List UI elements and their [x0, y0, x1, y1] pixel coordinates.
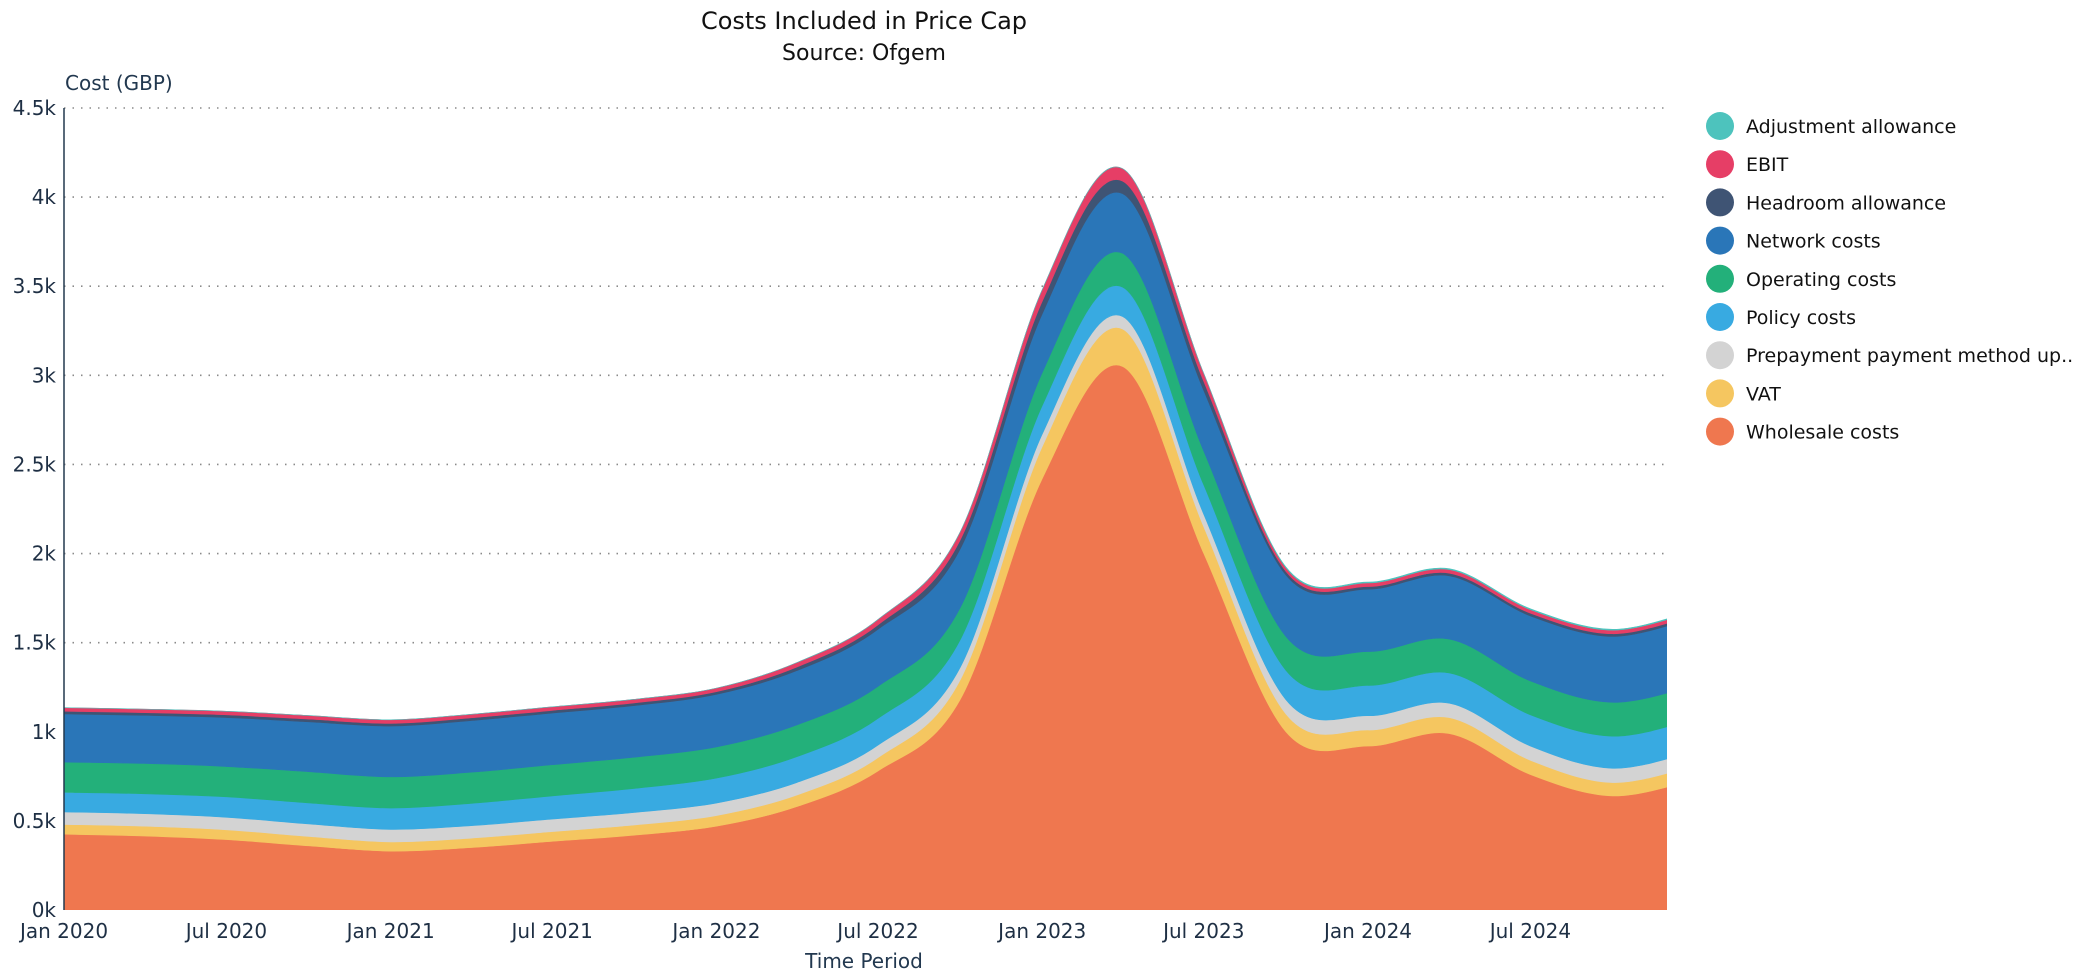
legend-item-ebit[interactable]: EBIT	[1706, 150, 1789, 179]
legend-item-prepayment-payment-method-up[interactable]: Prepayment payment method up...	[1706, 341, 2074, 370]
legend-label: VAT	[1746, 383, 1781, 405]
x-axis-ticks: Jan 2020 Jul 2020 Jan 2021 Jul 2021 Jan 2022…	[18, 919, 1571, 943]
legend-label: EBIT	[1746, 154, 1789, 176]
y-tick-label: 3.5k	[13, 274, 57, 298]
x-tick-label: Jan 2024	[1322, 919, 1412, 943]
legend-item-policy-costs[interactable]: Policy costs	[1706, 303, 1856, 331]
y-tick-label: 1k	[32, 720, 57, 744]
legend-label: Prepayment payment method up...	[1746, 345, 2074, 367]
y-tick-label: 1.5k	[13, 631, 57, 655]
y-tick-label: 0.5k	[13, 809, 57, 833]
x-tick-label: Jan 2022	[670, 919, 760, 943]
legend-swatch	[1706, 303, 1734, 331]
legend-swatch	[1706, 112, 1734, 140]
stacked-areas	[64, 166, 1667, 910]
x-tick-label: Jan 2020	[18, 919, 108, 943]
legend-swatch	[1706, 379, 1734, 408]
legend-swatch	[1706, 341, 1734, 370]
x-axis-title: Time Period	[804, 949, 923, 973]
legend-swatch	[1706, 226, 1734, 255]
y-tick-label: 4.5k	[13, 96, 57, 120]
legend-item-operating-costs[interactable]: Operating costs	[1706, 264, 1896, 293]
x-tick-label: Jul 2021	[510, 919, 593, 943]
y-tick-label: 3k	[32, 363, 57, 387]
area-adjustment-allowance	[64, 166, 1667, 721]
legend-swatch	[1706, 188, 1734, 217]
x-tick-label: Jul 2023	[1161, 919, 1244, 943]
x-tick-label: Jul 2024	[1488, 919, 1571, 943]
legend-swatch	[1706, 264, 1734, 293]
legend-label: Operating costs	[1746, 269, 1896, 291]
legend-item-network-costs[interactable]: Network costs	[1706, 226, 1881, 255]
legend: Adjustment allowance EBIT Headroom allowan…	[1706, 112, 2074, 446]
chart-subtitle: Source: Ofgem	[782, 41, 946, 66]
y-axis-title: Cost (GBP)	[65, 71, 173, 95]
y-tick-label: 2k	[32, 542, 57, 566]
legend-item-headroom-allowance[interactable]: Headroom allowance	[1706, 188, 1946, 217]
legend-label: Wholesale costs	[1746, 422, 1899, 444]
legend-swatch	[1706, 417, 1734, 446]
y-tick-label: 0k	[32, 898, 57, 922]
y-tick-label: 4k	[32, 185, 57, 209]
legend-label: Network costs	[1746, 231, 1881, 253]
legend-label: Adjustment allowance	[1746, 116, 1956, 138]
x-tick-label: Jul 2022	[835, 919, 918, 943]
x-tick-label: Jan 2021	[345, 919, 435, 943]
y-tick-label: 2.5k	[13, 452, 57, 476]
legend-label: Headroom allowance	[1746, 192, 1946, 214]
legend-label: Policy costs	[1746, 307, 1856, 329]
y-axis-ticks: 0k 0.5k 1k 1.5k 2k 2.5k 3k 3.5k 4k 4.5k	[13, 96, 57, 922]
chart-title: Costs Included in Price Cap	[701, 7, 1027, 35]
legend-item-adjustment-allowance[interactable]: Adjustment allowance	[1706, 112, 1956, 140]
x-tick-label: Jul 2020	[184, 919, 267, 943]
legend-item-wholesale-costs[interactable]: Wholesale costs	[1706, 417, 1899, 446]
legend-item-vat[interactable]: VAT	[1706, 379, 1781, 408]
x-tick-label: Jan 2023	[996, 919, 1086, 943]
legend-swatch	[1706, 150, 1734, 179]
